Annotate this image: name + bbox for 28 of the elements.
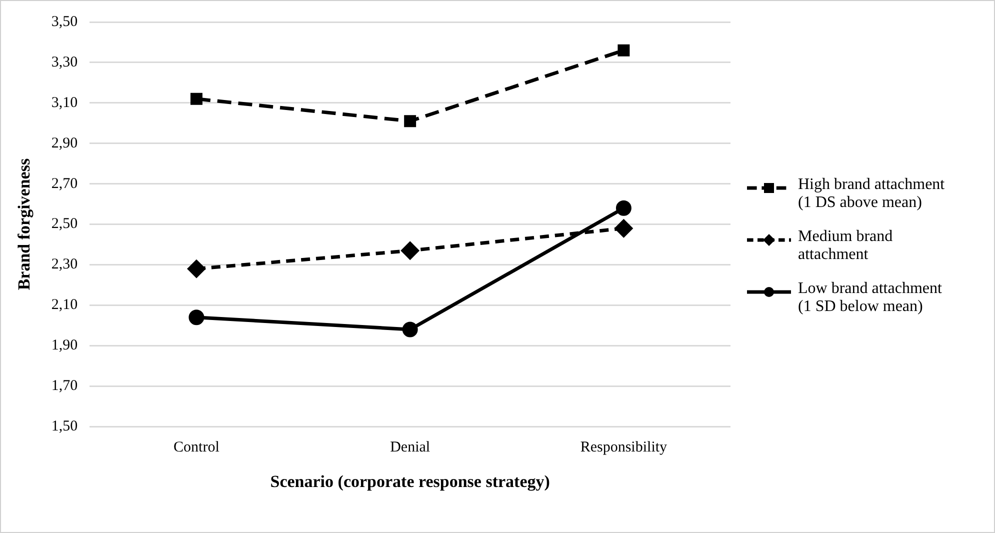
point [618, 44, 630, 56]
point [188, 260, 206, 278]
y-tick-label: 3,10 [51, 94, 78, 111]
point [614, 220, 632, 238]
y-axis-title: Brand forgiveness [14, 158, 34, 290]
y-tick-label: 3,30 [51, 54, 78, 70]
point [404, 115, 416, 128]
point [402, 322, 418, 338]
x-axis-title: Scenario (corporate response strategy) [270, 472, 550, 492]
point [188, 310, 204, 326]
legend-label: High brand attachment (1 DS above mean) [798, 176, 946, 212]
y-tick-label: 1,50 [51, 418, 78, 435]
x-tick-label: Denial [390, 440, 430, 456]
y-tick-label: 1,90 [51, 338, 78, 354]
point [616, 200, 632, 216]
legend-label: Medium brand attachment [798, 228, 894, 264]
y-tick-label: 3,50 [51, 14, 78, 30]
x-tick-label: Control [174, 440, 220, 456]
x-tick-label: Responsibility [580, 440, 668, 456]
point [190, 92, 202, 105]
y-tick-label: 2,10 [51, 297, 78, 314]
y-tick-label: 2,50 [51, 216, 78, 232]
y-tick-label: 2,70 [51, 176, 78, 192]
legend-label: Low brand attachment (1 SD below mean) [798, 280, 943, 316]
y-tick-label: 2,90 [51, 135, 78, 152]
point [401, 242, 419, 260]
y-tick-label: 1,70 [51, 378, 78, 394]
y-tick-label: 2,30 [51, 256, 78, 273]
